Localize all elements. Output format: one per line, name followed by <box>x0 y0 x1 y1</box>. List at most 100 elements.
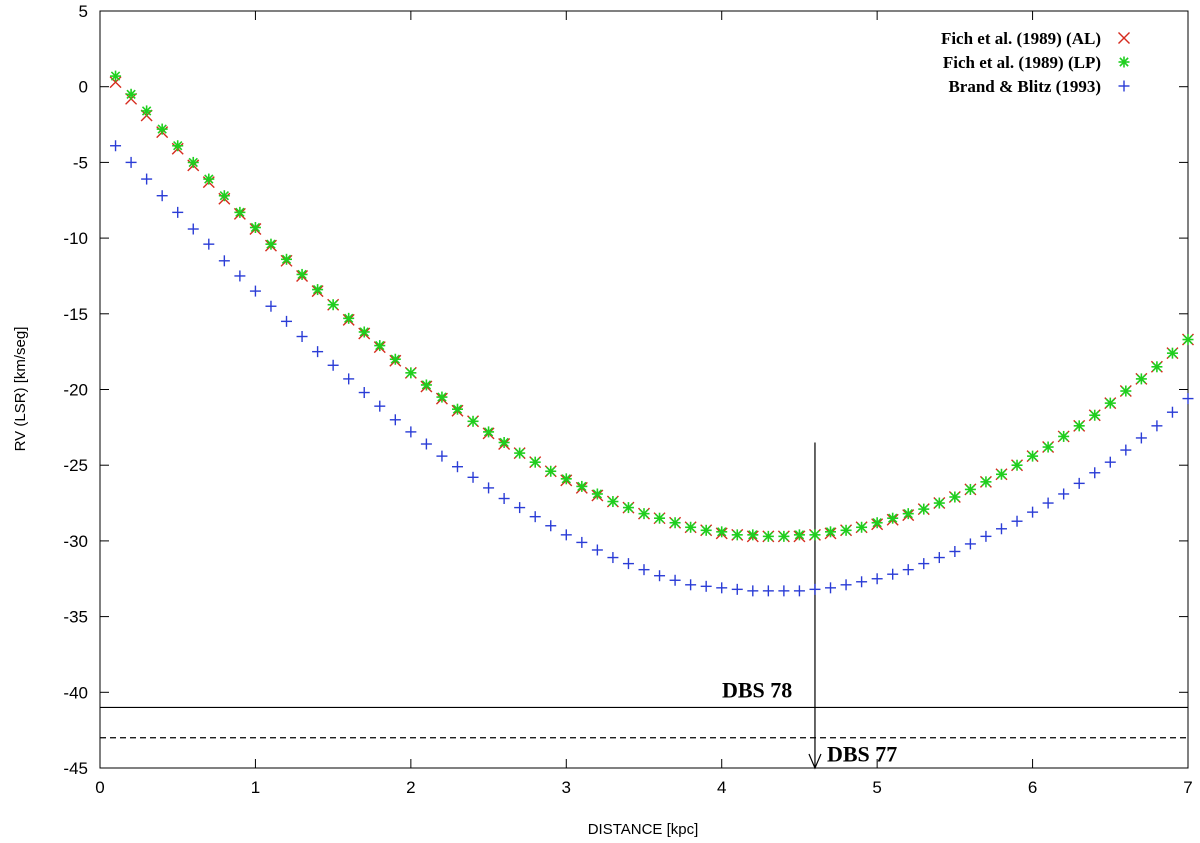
arrow-head <box>808 753 822 770</box>
data-point <box>467 471 479 483</box>
data-point <box>700 580 712 592</box>
data-point <box>327 299 339 311</box>
data-point <box>1089 409 1101 421</box>
data-point <box>312 346 324 358</box>
data-point <box>234 270 246 282</box>
data-points <box>109 70 1194 597</box>
data-point <box>778 585 790 597</box>
plot-border <box>99 10 1189 769</box>
data-point <box>1027 506 1039 518</box>
data-point <box>1042 497 1054 509</box>
data-point <box>358 387 370 399</box>
data-point <box>265 300 277 312</box>
data-point <box>467 415 479 427</box>
data-point <box>374 400 386 412</box>
y-tick-label: -30 <box>63 532 88 551</box>
data-point <box>856 576 868 588</box>
data-point <box>1073 477 1085 489</box>
data-point <box>607 496 619 508</box>
y-tick-label: -20 <box>63 381 88 400</box>
data-point <box>203 173 215 185</box>
data-point <box>933 552 945 564</box>
data-point <box>125 156 137 168</box>
x-tick-label: 2 <box>406 778 415 797</box>
data-point <box>529 456 541 468</box>
x-axis-label: DISTANCE [kpc] <box>588 821 699 838</box>
data-point <box>622 558 634 570</box>
data-point <box>638 508 650 520</box>
data-point <box>669 574 681 586</box>
data-point <box>1027 450 1039 462</box>
data-point <box>871 573 883 585</box>
data-point <box>576 480 588 492</box>
data-point <box>762 530 774 542</box>
data-point <box>995 468 1007 480</box>
y-tick-label: 5 <box>79 2 88 21</box>
x-tick-label: 6 <box>1028 778 1037 797</box>
data-point <box>747 529 759 541</box>
y-axis-label: RV (LSR) [km/seg] <box>12 327 29 452</box>
y-tick-label: -15 <box>63 305 88 324</box>
data-point <box>685 521 697 533</box>
data-point <box>887 568 899 580</box>
data-point <box>451 403 463 415</box>
data-point <box>638 564 650 576</box>
dbs78-label: DBS 78 <box>722 677 792 702</box>
data-point <box>669 517 681 529</box>
x-tick-label: 5 <box>872 778 881 797</box>
y-tick-label: -25 <box>63 456 88 475</box>
data-point <box>156 123 168 135</box>
dbs77-label: DBS 77 <box>827 742 897 767</box>
data-point <box>110 70 122 82</box>
data-point <box>1151 420 1163 432</box>
data-point <box>902 564 914 576</box>
data-point <box>731 529 743 541</box>
data-point <box>218 255 230 267</box>
data-point <box>576 536 588 548</box>
data-point <box>218 190 230 202</box>
data-point <box>560 529 572 541</box>
y-tick-label: 0 <box>79 78 88 97</box>
data-point <box>887 512 899 524</box>
data-point <box>1104 397 1116 409</box>
data-point <box>483 426 495 438</box>
data-point <box>762 585 774 597</box>
data-point <box>1058 488 1070 500</box>
data-point <box>591 488 603 500</box>
data-point <box>825 526 837 538</box>
data-point <box>389 353 401 365</box>
data-point <box>809 583 821 595</box>
data-point <box>840 524 852 536</box>
data-point <box>1104 456 1116 468</box>
data-point <box>203 238 215 250</box>
data-point <box>918 558 930 570</box>
data-point <box>187 223 199 235</box>
data-point <box>296 268 308 280</box>
data-point <box>312 284 324 296</box>
data-point <box>1182 393 1194 405</box>
data-point <box>1073 420 1085 432</box>
data-point <box>1166 406 1178 418</box>
data-point <box>778 530 790 542</box>
data-point <box>451 461 463 473</box>
data-point <box>405 426 417 438</box>
data-point <box>281 315 293 327</box>
data-point <box>607 552 619 564</box>
data-point <box>265 238 277 250</box>
data-point <box>964 483 976 495</box>
data-point <box>358 326 370 338</box>
y-tick-label: -10 <box>63 229 88 248</box>
legend: Fich et al. (1989) (AL) Fich et al. (1989… <box>941 29 1130 96</box>
data-point <box>1151 361 1163 373</box>
data-point <box>949 491 961 503</box>
data-point <box>949 545 961 557</box>
data-point <box>1182 334 1194 346</box>
data-point <box>964 538 976 550</box>
data-point <box>716 526 728 538</box>
data-point <box>125 88 137 100</box>
data-point <box>731 583 743 595</box>
data-point <box>327 359 339 371</box>
data-point <box>420 438 432 450</box>
data-point <box>483 482 495 494</box>
